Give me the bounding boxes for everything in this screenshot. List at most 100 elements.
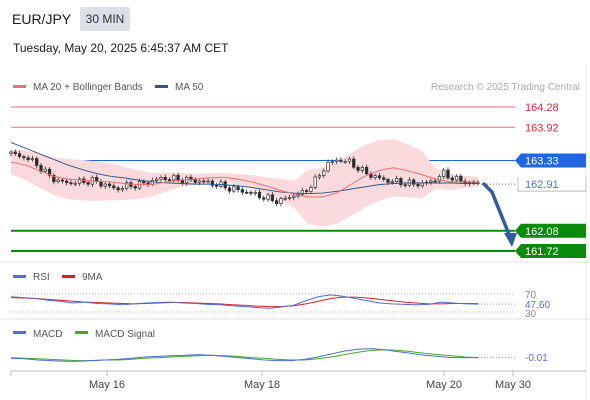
candle-body	[459, 175, 463, 182]
support-level-label-bg	[515, 223, 586, 238]
ma20-legend-label: MA 20 + Bollinger Bands	[33, 82, 143, 93]
rsi-legend: RSI 9MA	[13, 272, 103, 283]
candle-body	[206, 180, 210, 183]
macd-legend: MACD MACD Signal	[13, 329, 155, 340]
candle-body	[257, 191, 262, 199]
candle-body	[343, 160, 347, 163]
candle-body	[317, 175, 322, 178]
candle-body	[103, 183, 107, 187]
candle-body	[215, 185, 219, 187]
candle-body	[142, 181, 146, 184]
candle-body	[73, 182, 77, 185]
candle-body	[309, 187, 313, 192]
candle-body	[163, 176, 167, 180]
candle-body	[77, 178, 82, 184]
candle-body	[360, 166, 364, 171]
candle-body	[244, 191, 249, 194]
level-labels: 164.28 163.92 163.33 162.91 162.08 161.72	[515, 102, 587, 258]
candle-body	[86, 182, 90, 185]
candle-body	[180, 179, 185, 184]
macd-current-value: -0.01	[525, 353, 548, 364]
candle-body	[416, 183, 420, 187]
candle-body	[47, 168, 52, 176]
resistance-level-label: 164.28	[525, 102, 559, 114]
candle-body	[279, 198, 283, 204]
candle-body	[253, 191, 257, 194]
price-legend: MA 20 + Bollinger Bands MA 50 Research ©…	[13, 82, 580, 93]
candle-body	[176, 174, 180, 181]
candle-body	[167, 179, 172, 181]
candle-body	[210, 180, 215, 186]
ma20-legend-swatch	[13, 85, 26, 88]
ma50-legend-label: MA 50	[175, 82, 204, 93]
candle-body	[403, 184, 407, 187]
candle-body	[116, 187, 120, 191]
candle-body	[330, 161, 334, 163]
candle-body	[56, 179, 60, 183]
header-bar: EUR/JPY 30 MIN	[0, 0, 590, 34]
candle-body	[339, 159, 343, 162]
candle-body	[352, 158, 356, 168]
macd-signal-legend-swatch	[75, 331, 88, 334]
price-panel	[9, 106, 517, 252]
candle-body	[356, 166, 360, 171]
macd-legend-swatch	[13, 331, 26, 334]
candle-body	[232, 186, 236, 192]
rsi-level-30: 30	[525, 309, 537, 320]
candle-body	[99, 181, 103, 187]
candle-body	[107, 183, 112, 187]
candle-body	[334, 159, 339, 162]
candle-body	[446, 169, 450, 179]
current-price-label: 163.33	[515, 153, 586, 168]
candle-body	[22, 156, 26, 159]
support-level-label-bg	[515, 244, 586, 258]
macd-signal-line	[10, 349, 479, 362]
candle-body	[69, 182, 73, 185]
support-level-label-text: 162.08	[525, 226, 559, 238]
x-tick-label: May 20	[426, 379, 462, 391]
candle-body	[26, 157, 30, 161]
candle-body	[274, 200, 279, 204]
x-tick-label: May 18	[244, 379, 280, 391]
support-level-label: 162.08	[515, 223, 586, 238]
macd-line	[10, 348, 478, 362]
macd-legend-label: MACD	[33, 329, 62, 340]
last-price-bracket	[517, 177, 587, 192]
candle-body	[227, 187, 232, 192]
candle-body	[373, 175, 377, 178]
candle-body	[9, 151, 13, 155]
candle-body	[155, 178, 159, 181]
resistance-level-label-text: 164.28	[525, 102, 559, 114]
candle-body	[60, 179, 65, 182]
candle-body	[236, 186, 240, 190]
candle-body	[159, 176, 163, 180]
copyright-label: Research © 2025 Trading Central	[431, 82, 580, 93]
ma50-legend-swatch	[155, 85, 168, 88]
candle-body	[150, 180, 155, 185]
current-price-label-bg	[515, 153, 586, 168]
rsi-legend-swatch	[13, 275, 26, 278]
bollinger-band	[11, 138, 478, 227]
candle-body	[412, 179, 416, 185]
rsi-panel	[10, 293, 515, 313]
candle-body	[189, 176, 193, 181]
projection-arrow-segment	[482, 182, 494, 194]
candle-body	[270, 194, 274, 201]
candle-body	[13, 151, 17, 154]
last-price-label: 162.91	[517, 177, 587, 192]
candle-body	[65, 180, 69, 184]
candle-body	[386, 179, 390, 183]
candle-body	[322, 170, 326, 176]
candle-body	[399, 178, 403, 186]
ma50-line	[10, 141, 478, 195]
candle-body	[454, 175, 459, 181]
candle-body	[304, 190, 309, 192]
candle-body	[112, 185, 116, 189]
candle-body	[313, 176, 317, 188]
candle-body	[364, 166, 369, 175]
resistance-level-label-text: 163.92	[525, 122, 559, 134]
candle-body	[390, 181, 394, 183]
projection-arrow-head	[504, 233, 517, 247]
timeframe-badge[interactable]: 30 MIN	[80, 7, 130, 31]
